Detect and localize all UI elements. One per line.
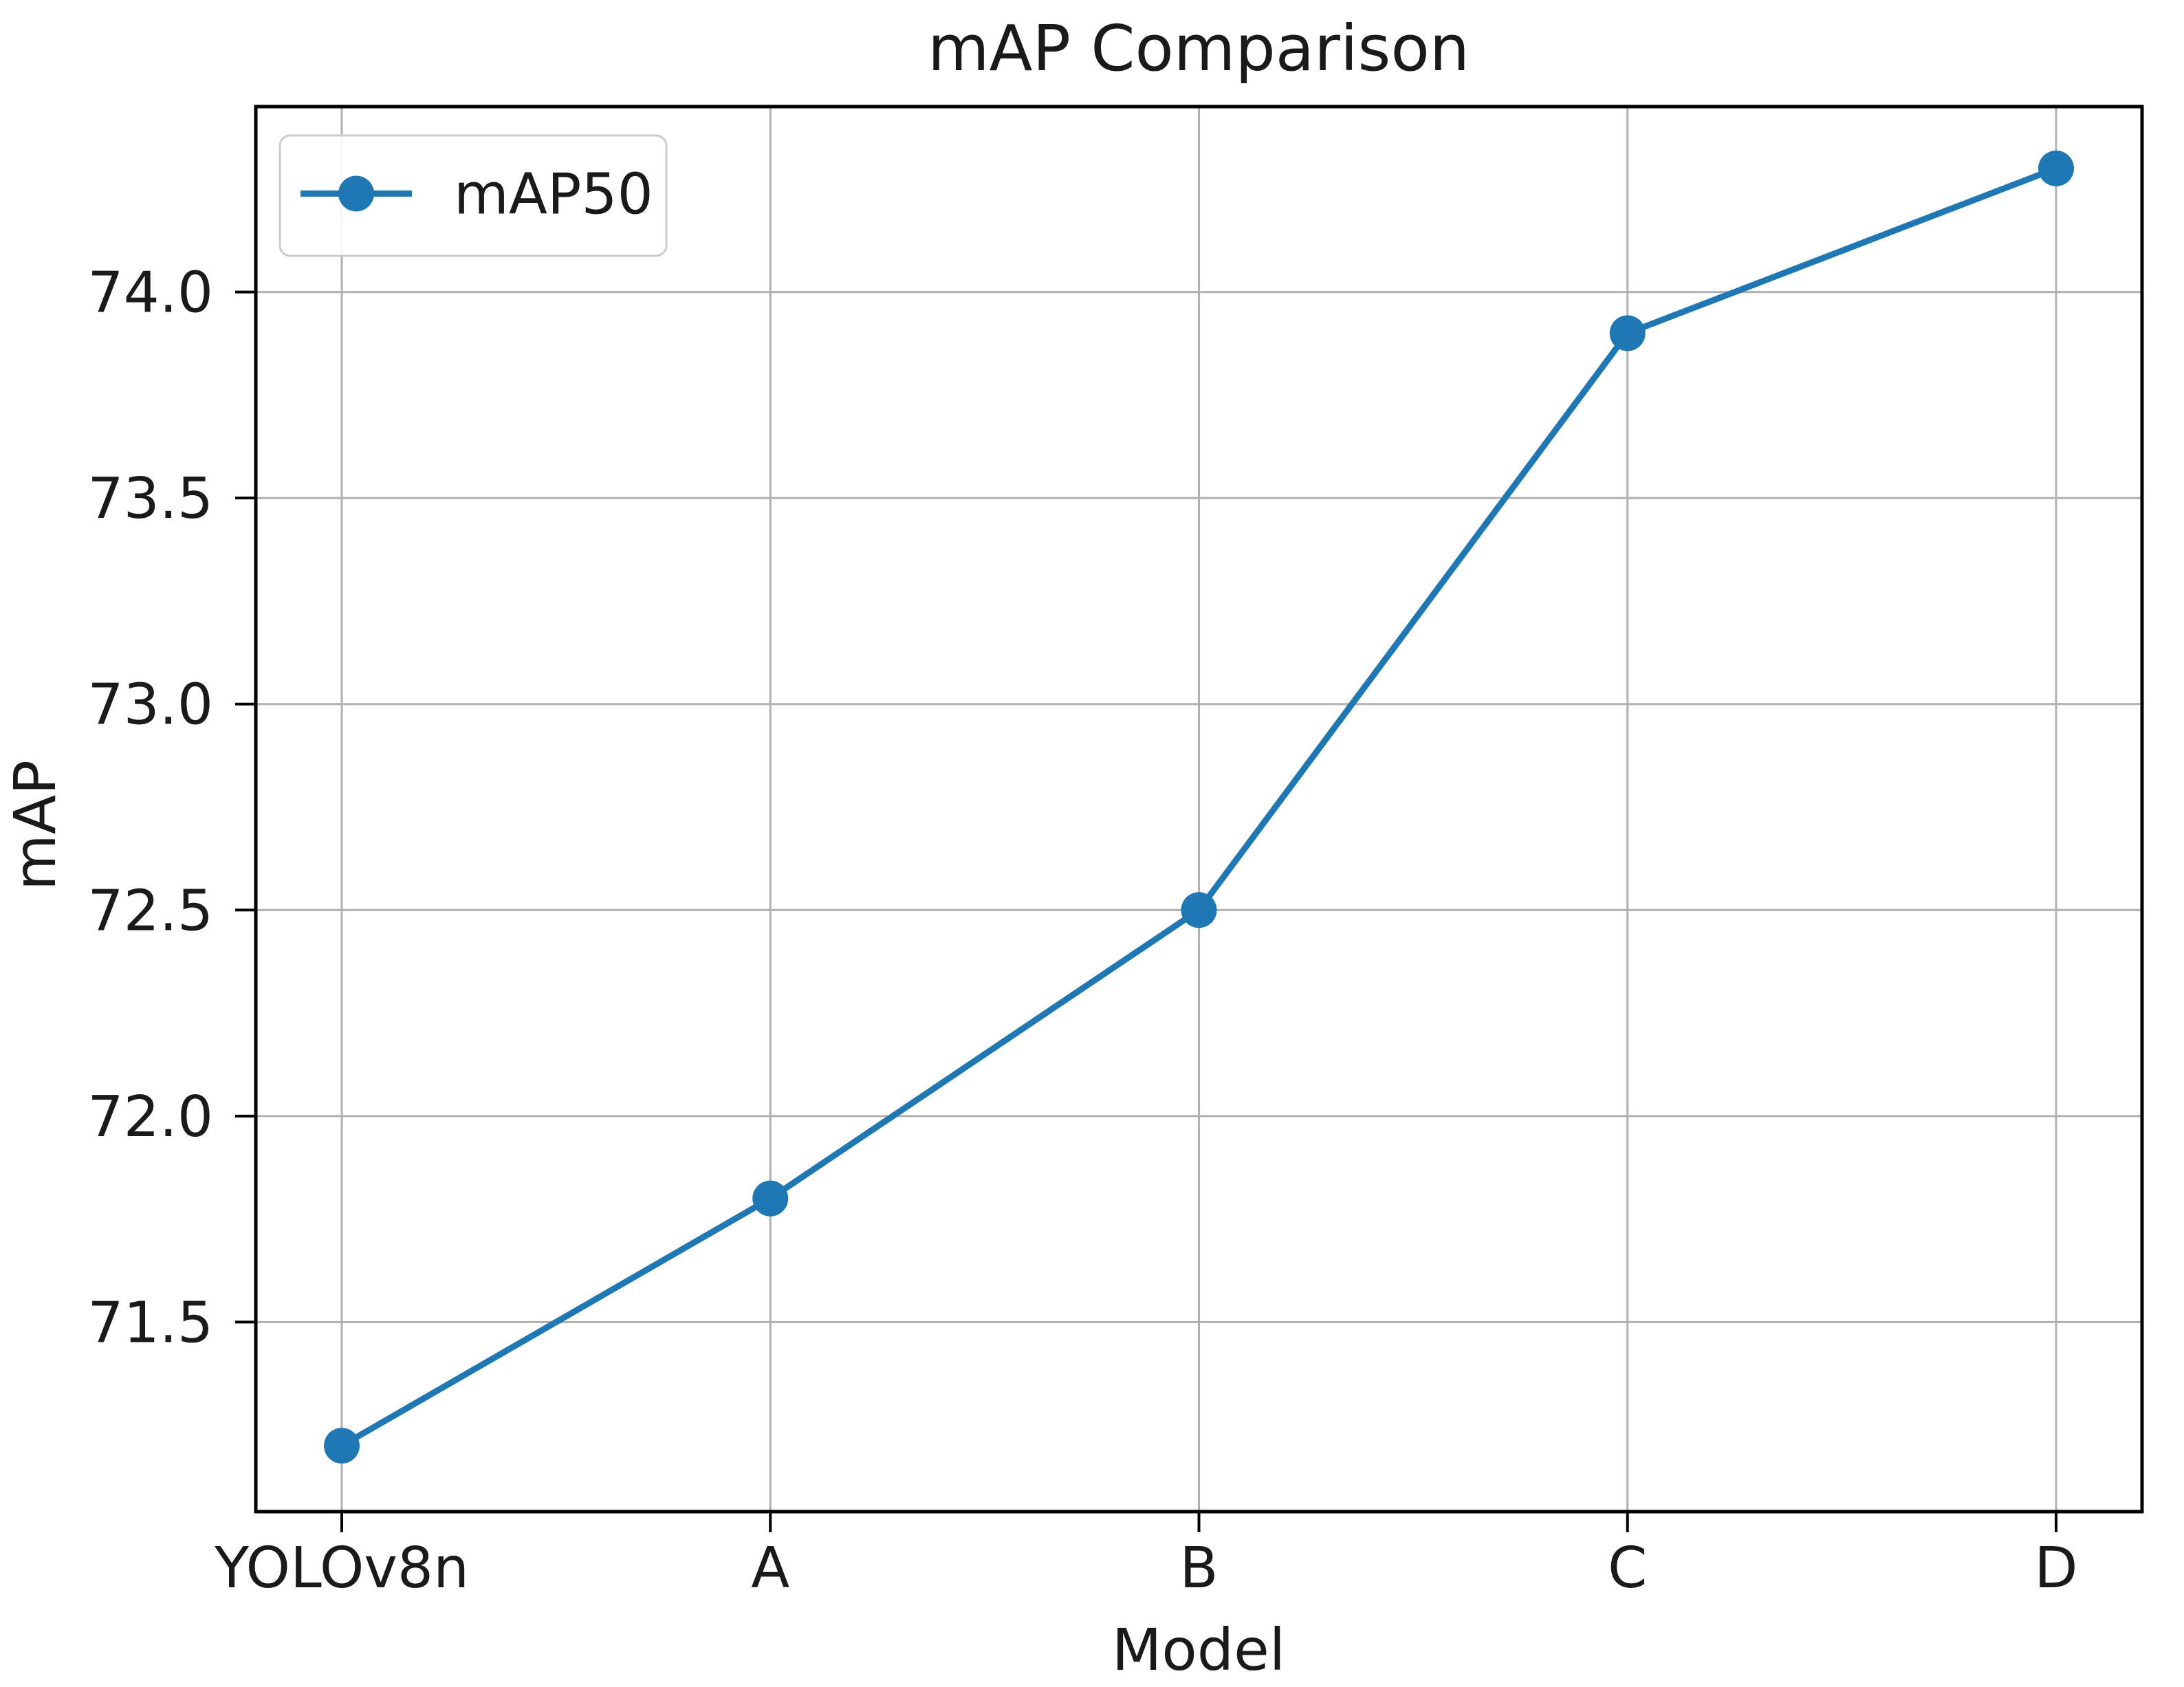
- data-point-marker: [2038, 150, 2074, 186]
- y-tick-label: 71.5: [87, 1290, 213, 1356]
- chart-title: mAP Comparison: [928, 12, 1470, 85]
- legend: mAP50: [279, 134, 668, 257]
- series-layer: [324, 150, 2074, 1464]
- y-tick-label: 73.5: [87, 466, 213, 532]
- grid-layer: [256, 107, 2142, 1512]
- data-point-marker: [324, 1428, 360, 1464]
- tick-layer: 71.5 72.0 72.5 73.0 73.5 74.0 YOLOv8n A B C D: [87, 261, 2077, 1601]
- x-tick-label: D: [2034, 1536, 2077, 1601]
- y-axis-label: mAP: [1, 760, 69, 891]
- x-tick-label: B: [1179, 1536, 1218, 1601]
- y-tick-label: 72.0: [87, 1085, 213, 1150]
- legend-label: mAP50: [454, 162, 653, 228]
- legend-box: [279, 134, 668, 257]
- data-point-marker: [752, 1180, 789, 1217]
- y-tick-label: 74.0: [87, 261, 213, 326]
- x-tick-label: C: [1608, 1536, 1647, 1601]
- data-point-marker: [1609, 315, 1646, 351]
- plot-border: [254, 105, 2144, 1514]
- x-tick-label: A: [751, 1536, 789, 1601]
- x-tick-label: YOLOv8n: [214, 1536, 469, 1601]
- legend-marker-icon: [338, 175, 374, 212]
- data-point-marker: [1181, 892, 1217, 928]
- y-tick-label: 72.5: [87, 878, 213, 944]
- y-tick-label: 73.0: [87, 673, 213, 738]
- x-axis-label: Model: [1112, 1616, 1285, 1684]
